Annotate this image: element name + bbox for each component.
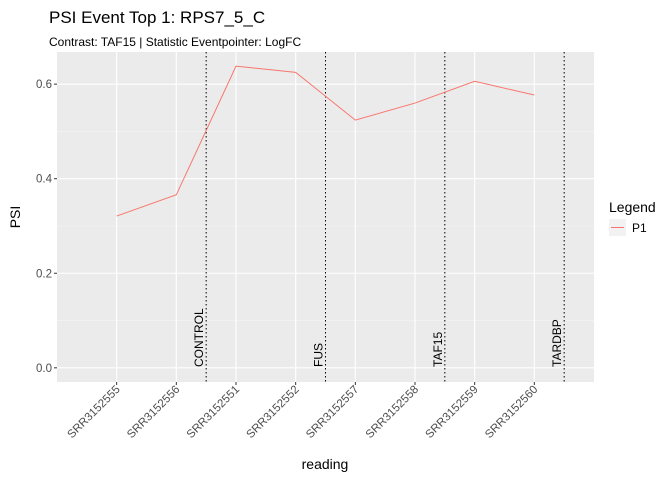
chart-title: PSI Event Top 1: RPS7_5_C [49, 8, 265, 27]
x-tick-label: SRR3152560 [483, 384, 540, 441]
group-separator-label: TAF15 [431, 332, 445, 367]
x-tick-label: SRR3152555 [65, 384, 122, 441]
x-tick-label: SRR3152551 [185, 384, 242, 441]
y-tick-label: 0.6 [36, 79, 52, 91]
y-axis: 0.0 0.2 0.4 0.6 [36, 79, 57, 375]
group-separator-label: FUS [312, 343, 326, 367]
x-tick-label: SRR3152558 [364, 384, 421, 441]
x-tick-label: SRR3152556 [125, 384, 182, 441]
series-layer [116, 65, 535, 217]
series-line [116, 65, 535, 217]
legend-label-p1: P1 [632, 221, 647, 235]
group-separator-label: CONTROL [192, 308, 206, 367]
x-tick-label: SRR3152559 [423, 384, 480, 441]
y-tick-label: 0.2 [36, 268, 52, 280]
x-tick-label: SRR3152552 [244, 384, 301, 441]
chart-subtitle: Contrast: TAF15 | Statistic Eventpointer… [49, 35, 301, 49]
x-axis-title: reading [302, 456, 349, 472]
y-tick-label: 0.0 [36, 363, 52, 375]
legend-title: Legend [609, 199, 656, 215]
group-separator-label: TARDBP [550, 319, 564, 367]
major-gridlines [57, 52, 594, 382]
y-axis-title: PSI [7, 206, 23, 229]
legend: Legend P1 [609, 199, 656, 236]
group-separators: CONTROL FUS TAF15 TARDBP [192, 52, 565, 382]
x-axis: SRR3152555 SRR3152556 SRR3152551 SRR3152552… [65, 382, 540, 441]
x-tick-label: SRR3152557 [304, 384, 361, 441]
y-tick-label: 0.4 [36, 174, 53, 186]
